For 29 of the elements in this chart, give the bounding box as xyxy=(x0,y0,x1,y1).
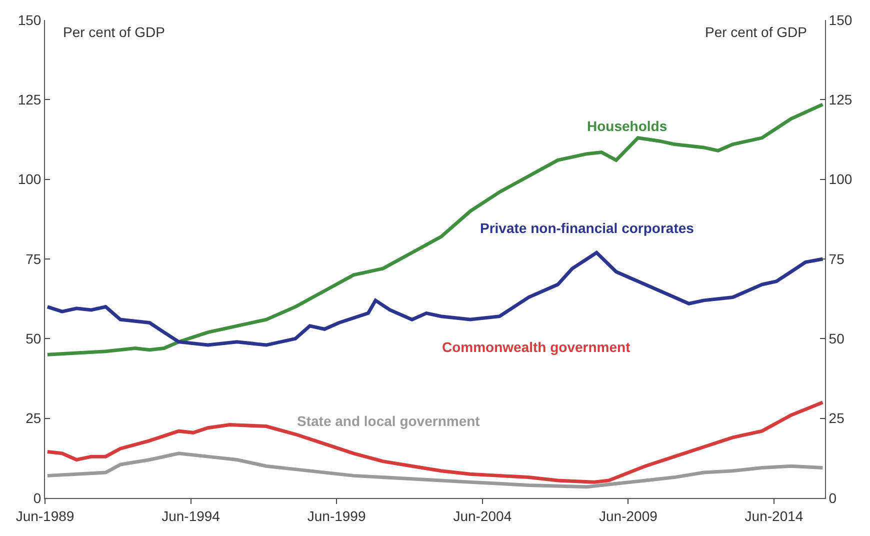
x-tick-label: Jun-1989 xyxy=(16,508,74,524)
text: Commonwealth government xyxy=(442,339,631,355)
y-tick-label: 125 xyxy=(18,92,42,108)
x-tick-label: Jun-2004 xyxy=(453,508,512,524)
y2-tick-label: 125 xyxy=(828,92,852,108)
text: State and local government xyxy=(297,413,480,429)
y-tick-label: 25 xyxy=(26,410,42,426)
y-tick-label: 150 xyxy=(18,12,42,28)
y-axis-title: Per cent of GDP xyxy=(63,24,165,40)
y2-tick-label: 75 xyxy=(828,250,845,267)
y2-tick-label: 100 xyxy=(828,171,852,188)
line-series xyxy=(46,102,824,356)
y-tick-label: 0 xyxy=(33,490,42,506)
y-tick-label: 100 xyxy=(18,171,42,188)
series-label: Private non-financial corporates xyxy=(480,220,694,236)
x-tick-label: Jun-2014 xyxy=(744,508,804,524)
series-label: Households xyxy=(587,118,668,134)
y2-tick-label: 150 xyxy=(828,12,852,28)
y2-tick-label: 50 xyxy=(828,330,845,347)
y-tick-label: 75 xyxy=(26,250,42,267)
x-tick-label: Jun-2009 xyxy=(599,508,658,524)
line-series xyxy=(46,400,824,484)
x-tick-label: Jun-1994 xyxy=(162,508,220,524)
y2-tick-label: 25 xyxy=(828,410,845,426)
y-tick-label: 50 xyxy=(26,330,42,347)
line-series xyxy=(46,452,824,489)
y2-tick-label: 0 xyxy=(828,490,837,506)
x-tick-label: Jun-1999 xyxy=(307,508,366,524)
y2-axis-title: Per cent of GDP xyxy=(705,24,807,40)
